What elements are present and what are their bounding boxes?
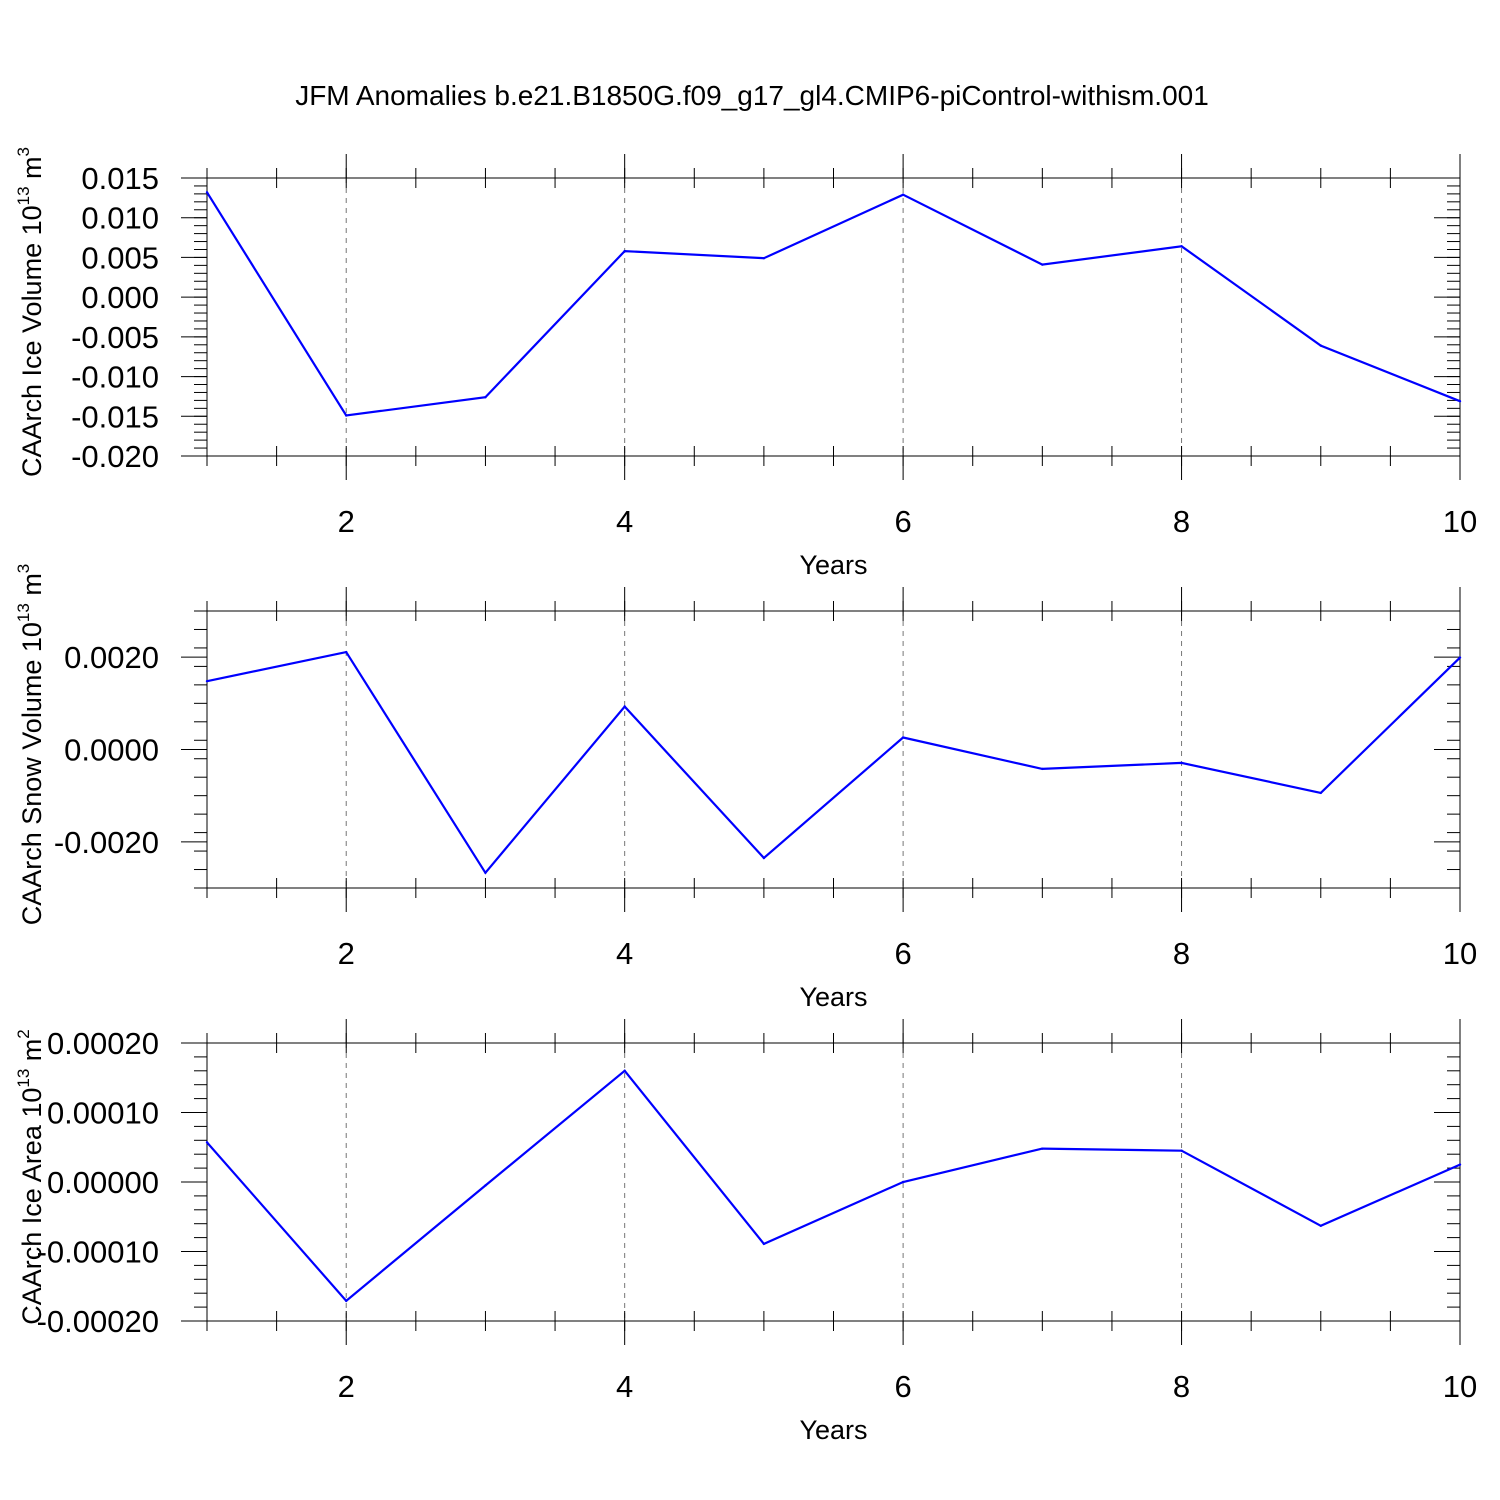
data-point bbox=[205, 1141, 209, 1144]
data-point bbox=[1041, 263, 1044, 266]
data-point bbox=[1319, 1224, 1322, 1227]
data-point bbox=[345, 650, 348, 654]
x-tick-label: 6 bbox=[894, 504, 911, 539]
data-point bbox=[1458, 399, 1462, 403]
series-line bbox=[206, 191, 1461, 417]
data-point bbox=[1458, 656, 1462, 659]
data-point bbox=[1458, 1163, 1462, 1166]
x-axis-title: Years bbox=[799, 1415, 867, 1445]
y-axis-title-exponent: 13 bbox=[14, 186, 33, 205]
y-tick-label: 0.00020 bbox=[47, 1026, 159, 1061]
data-point bbox=[1319, 791, 1322, 795]
data-point bbox=[623, 705, 626, 708]
y-tick-label: 0.0020 bbox=[64, 640, 159, 675]
data-point bbox=[484, 871, 487, 874]
plot-frame bbox=[206, 1042, 1461, 1322]
panel-ice-area: -0.00020 -0.00010 0.00000 0.00010 0.00020 2 4 6… bbox=[14, 1019, 1477, 1445]
x-tick-label: 10 bbox=[1443, 504, 1477, 539]
y-tick-label: -0.00010 bbox=[37, 1235, 159, 1270]
x-tick-label: 4 bbox=[616, 936, 633, 971]
y-tick-label: 0.000 bbox=[81, 280, 159, 315]
plot-frame bbox=[206, 177, 1461, 457]
y-tick-label: -0.005 bbox=[71, 320, 159, 355]
data-point bbox=[345, 414, 348, 417]
data-point bbox=[623, 249, 626, 253]
data-point bbox=[762, 856, 766, 860]
x-tick-label: 8 bbox=[1173, 504, 1190, 539]
y-tick-label: -0.0020 bbox=[54, 825, 159, 860]
y-axis-title-exponent: 13 bbox=[14, 1069, 33, 1088]
plot-frame bbox=[206, 610, 1461, 889]
x-tick-label: 10 bbox=[1443, 936, 1477, 971]
panel-ice-volume: -0.020 -0.015 -0.010 -0.005 0.000 0.005 0.010 0… bbox=[14, 147, 1477, 580]
data-point bbox=[1180, 1149, 1183, 1152]
panel-snow-volume: -0.0020 0.0000 0.0020 2 4 6 8 10 Years CAArch Sno… bbox=[14, 564, 1477, 1012]
y-axis-title-unit-exponent: 3 bbox=[14, 564, 33, 573]
data-point bbox=[901, 193, 905, 196]
data-point bbox=[901, 736, 905, 739]
y-tick-label: 0.0000 bbox=[64, 733, 159, 768]
data-point bbox=[205, 679, 209, 683]
y-axis-title: CAArch Snow Volume 1013 m3 bbox=[14, 564, 47, 926]
series-line bbox=[206, 650, 1461, 875]
x-tick-label: 4 bbox=[616, 1369, 633, 1404]
y-tick-label: 0.010 bbox=[81, 201, 159, 236]
y-axis-title-text: CAArch Ice Volume 10 bbox=[17, 205, 47, 477]
y-axis-title-unit: m bbox=[17, 156, 47, 186]
data-point bbox=[205, 191, 209, 194]
series-line bbox=[206, 1069, 1461, 1303]
x-tick-label: 4 bbox=[616, 504, 633, 539]
data-point bbox=[484, 396, 487, 399]
y-axis-title-exponent: 13 bbox=[14, 603, 33, 622]
x-tick-label: 8 bbox=[1173, 936, 1190, 971]
x-tick-label: 6 bbox=[894, 1369, 911, 1404]
x-tick-label: 6 bbox=[894, 936, 911, 971]
data-point bbox=[623, 1069, 626, 1073]
y-tick-label: 0.005 bbox=[81, 240, 159, 275]
data-point bbox=[1180, 245, 1183, 248]
x-tick-label: 2 bbox=[338, 1369, 355, 1404]
y-axis-title-unit: m bbox=[17, 1039, 47, 1069]
y-tick-label: 0.00010 bbox=[47, 1096, 159, 1131]
y-axis-title-text: CAArch Snow Volume 10 bbox=[17, 622, 47, 925]
data-point bbox=[484, 1184, 487, 1187]
y-tick-label: -0.015 bbox=[71, 399, 159, 434]
y-axis-title-unit-exponent: 3 bbox=[14, 147, 33, 156]
y-axis-title: CAArch Ice Area 1013 m2 bbox=[14, 1029, 47, 1325]
x-tick-label: 10 bbox=[1443, 1369, 1477, 1404]
chart-title: JFM Anomalies b.e21.B1850G.f09_g17_gl4.C… bbox=[295, 80, 1209, 111]
x-tick-label: 2 bbox=[338, 936, 355, 971]
x-axis-title: Years bbox=[799, 550, 867, 580]
data-point bbox=[762, 1242, 766, 1246]
y-tick-label: 0.00000 bbox=[47, 1165, 159, 1200]
data-point bbox=[1041, 767, 1044, 771]
data-point bbox=[901, 1180, 905, 1184]
data-point bbox=[1319, 344, 1322, 347]
data-point bbox=[762, 257, 766, 260]
y-tick-label: -0.010 bbox=[71, 360, 159, 395]
y-axis-title-unit-exponent: 2 bbox=[14, 1029, 33, 1038]
x-axis-title: Years bbox=[799, 982, 867, 1012]
data-point bbox=[1180, 761, 1183, 765]
y-tick-label: -0.00020 bbox=[37, 1304, 159, 1339]
y-axis-title: CAArch Ice Volume 1013 m3 bbox=[14, 147, 47, 477]
x-tick-label: 2 bbox=[338, 504, 355, 539]
y-tick-label: 0.015 bbox=[81, 161, 159, 196]
y-axis-title-text: CAArch Ice Area 10 bbox=[17, 1088, 47, 1325]
data-point bbox=[345, 1299, 348, 1303]
y-tick-label: -0.020 bbox=[71, 439, 159, 474]
y-axis-title-unit: m bbox=[17, 573, 47, 603]
x-tick-label: 8 bbox=[1173, 1369, 1190, 1404]
data-point bbox=[1041, 1147, 1044, 1150]
